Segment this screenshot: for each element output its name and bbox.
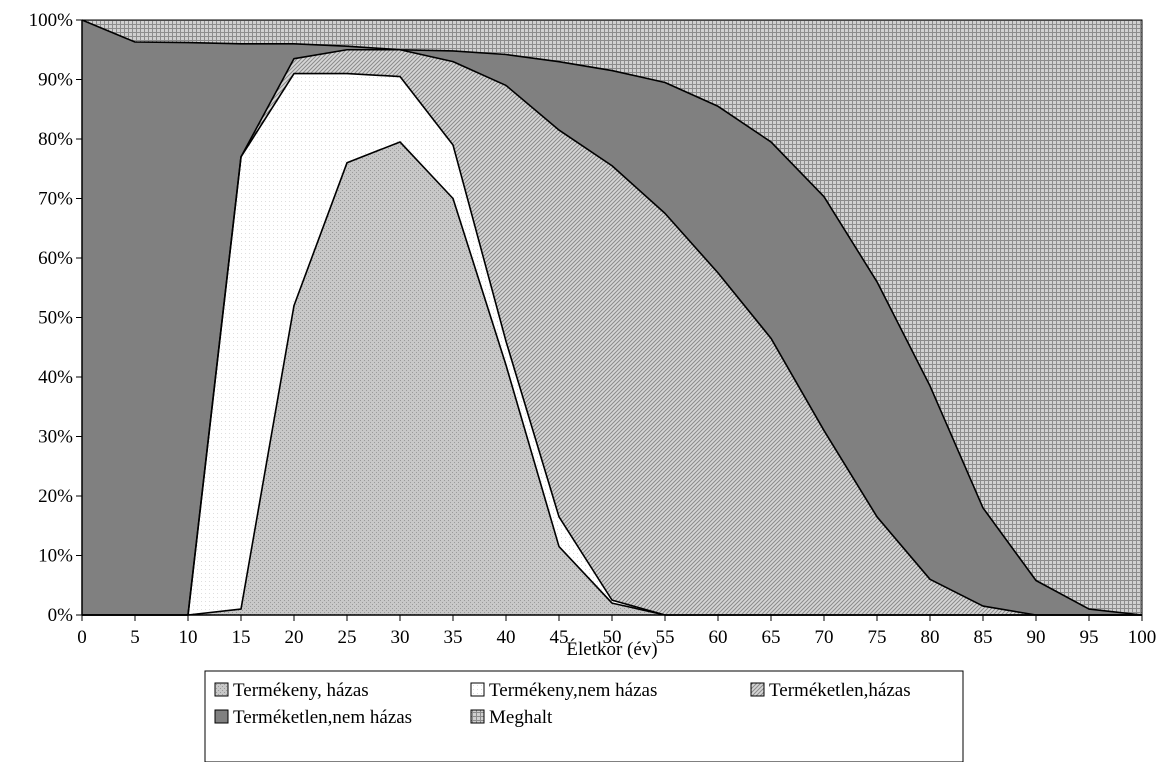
legend-label: Termékeny,nem házas [489, 680, 657, 701]
y-tick-label: 20% [38, 486, 73, 507]
y-axis-ticks: 0% 10% 20% 30% 40% 50% 60% 70% 80% 90% 100% [29, 10, 82, 626]
y-tick-label: 70% [38, 189, 73, 210]
x-tick-label: 75 [868, 627, 887, 648]
legend-label: Termékeny, házas [233, 680, 369, 701]
x-axis-ticks: 0 5 10 15 20 25 30 35 40 45 50 55 60 65 70 75 80 85 90 95 10… [77, 615, 1156, 648]
x-tick-label: 0 [77, 627, 87, 648]
x-axis-label: Életkor (év) [566, 638, 657, 660]
y-tick-label: 0% [48, 605, 74, 626]
y-tick-label: 60% [38, 248, 73, 269]
area-term-keny-h-zas [82, 141, 1142, 615]
x-tick-label: 90 [1027, 627, 1046, 648]
x-tick-label: 70 [815, 627, 834, 648]
x-tick-label: 65 [762, 627, 781, 648]
legend-label: Terméketlen,nem házas [233, 707, 412, 728]
y-tick-label: 50% [38, 308, 73, 329]
area-term-ketlen-nem-h-zas [82, 20, 1142, 615]
legend-swatch [470, 682, 485, 697]
legend-label: Terméketlen,házas [769, 680, 911, 701]
legend: Termékeny, házas Termékeny,nem házas Termé… [204, 670, 964, 762]
x-tick-label: 15 [232, 627, 251, 648]
legend-swatch [470, 709, 485, 724]
y-tick-label: 40% [38, 367, 73, 388]
y-tick-label: 30% [38, 427, 73, 448]
legend-box [204, 670, 964, 762]
boundary-line-3 [82, 48, 1142, 616]
legend-label: Meghalt [489, 707, 553, 728]
x-tick-label: 10 [179, 627, 198, 648]
x-tick-label: 30 [391, 627, 410, 648]
x-tick-label: 50 [603, 627, 622, 648]
y-tick-label: 10% [38, 546, 73, 567]
x-tick-label: 100 [1128, 627, 1157, 648]
x-tick-label: 35 [444, 627, 463, 648]
legend-swatch [214, 682, 229, 697]
legend-swatch [750, 682, 765, 697]
x-tick-label: 5 [130, 627, 140, 648]
x-tick-label: 55 [656, 627, 675, 648]
x-tick-label: 45 [550, 627, 569, 648]
area-series-group [82, 20, 1142, 616]
x-tick-label: 40 [497, 627, 516, 648]
x-tick-label: 25 [338, 627, 357, 648]
y-tick-label: 90% [38, 70, 73, 91]
x-tick-label: 60 [709, 627, 728, 648]
area-term-ketlen-h-zas [82, 49, 1142, 615]
x-tick-label: 85 [974, 627, 993, 648]
legend-swatch [214, 709, 229, 724]
area-meghalt [82, 20, 1142, 615]
x-tick-label: 80 [921, 627, 940, 648]
x-tick-label: 95 [1080, 627, 1099, 648]
y-tick-label: 80% [38, 129, 73, 150]
x-tick-label: 20 [285, 627, 304, 648]
boundary-line-4 [81, 19, 1143, 616]
y-tick-label: 100% [29, 10, 74, 31]
